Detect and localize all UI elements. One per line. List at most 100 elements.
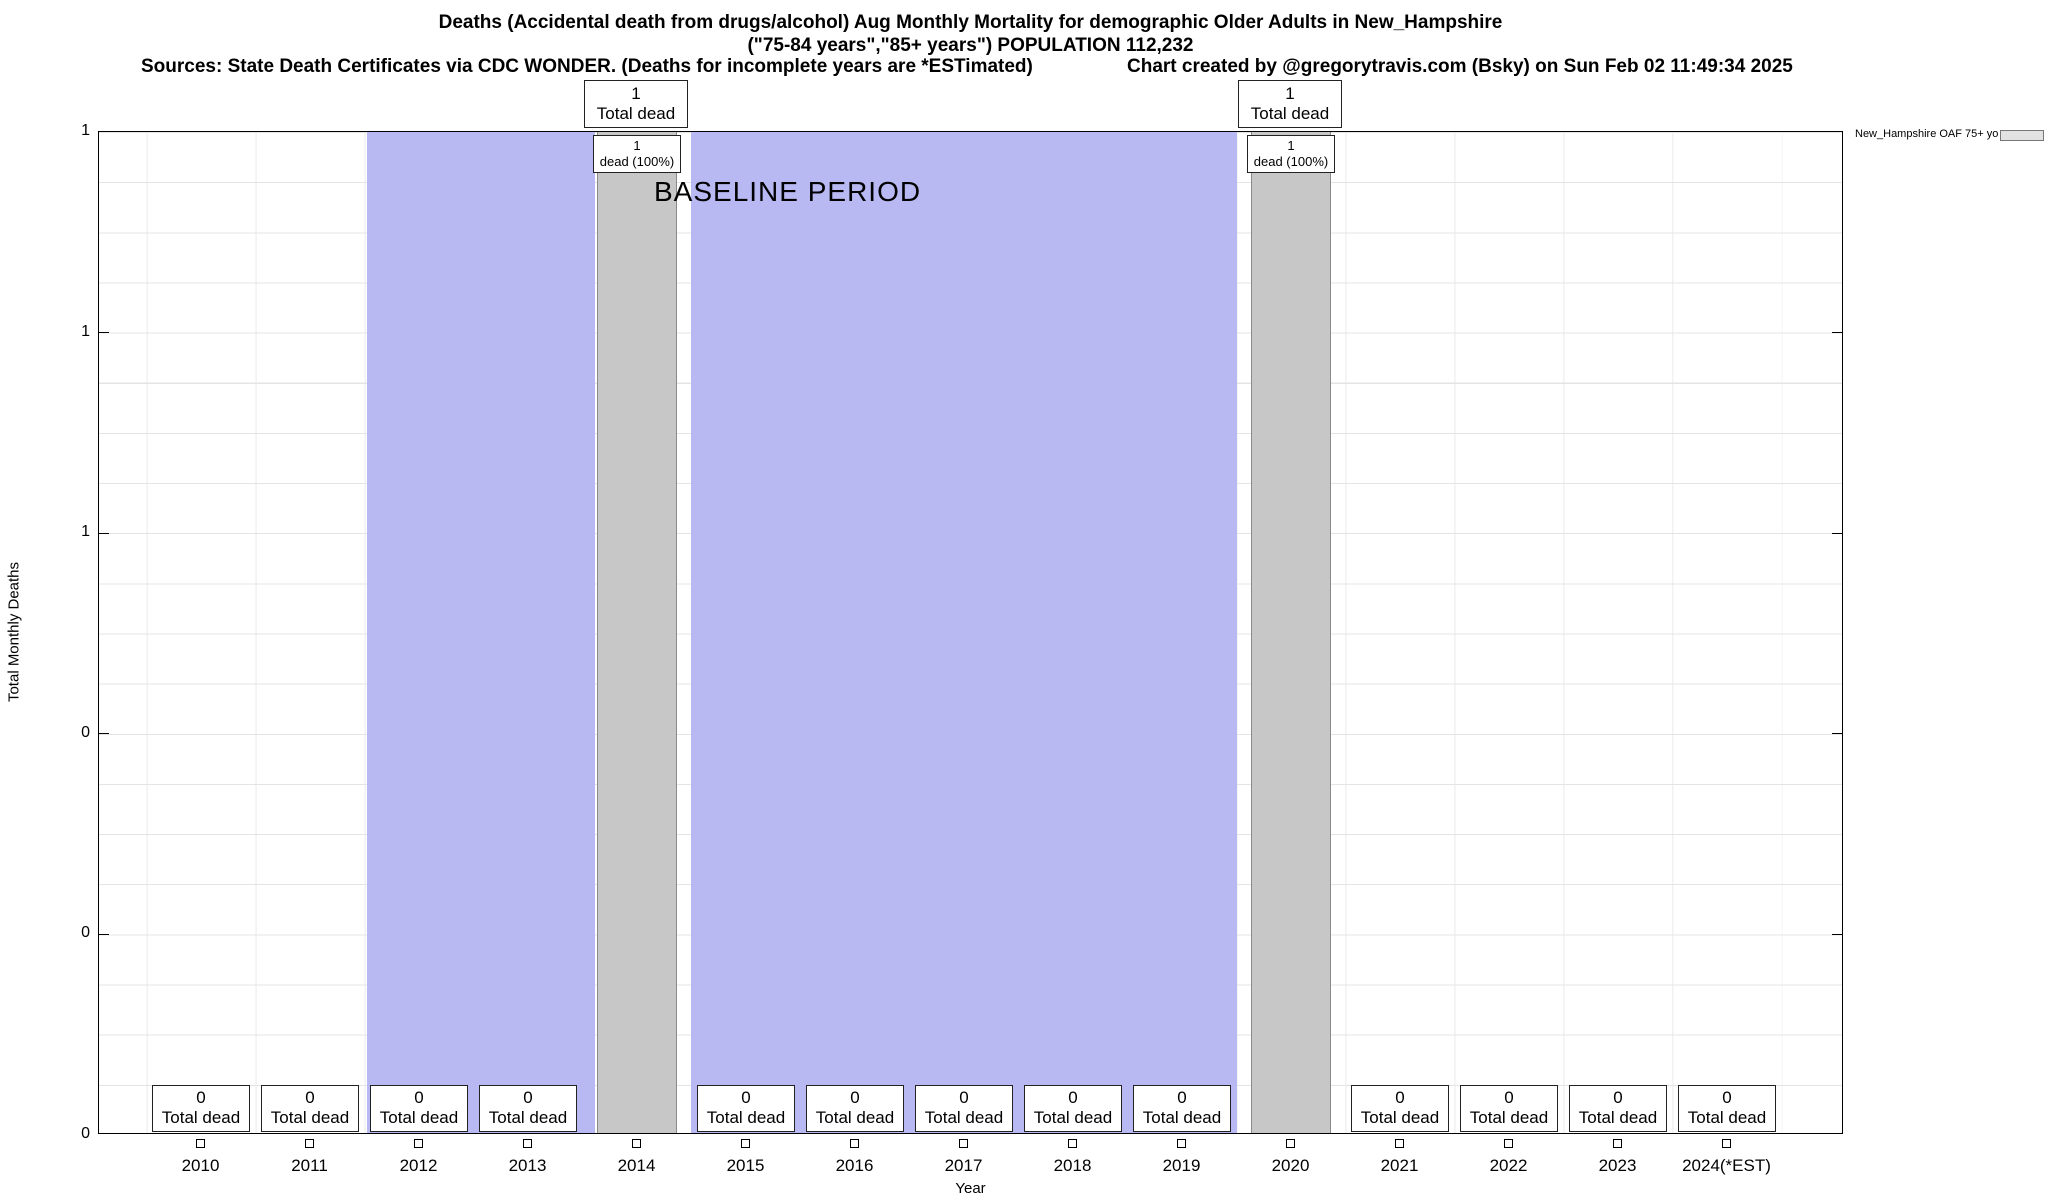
sources-note: Sources: State Death Certificates via CD… [141,56,1033,77]
x-axis-title: Year [955,1180,986,1197]
y-tick-mark [1832,733,1842,734]
total-dead-value: 0 [1177,1088,1187,1107]
total-dead-box-2013: 0 Total dead [479,1085,577,1132]
total-dead-value: 0 [305,1088,315,1107]
y-tick-label: 1 [81,523,90,540]
y-axis-title: Total Monthly Deaths [5,561,23,703]
total-dead-box-2021: 0 Total dead [1351,1085,1449,1132]
x-tick-label-2019: 2019 [1162,1156,1201,1175]
y-tick-label: 1 [81,323,90,340]
total-dead-value: 0 [1722,1088,1732,1107]
total-dead-caption: Total dead [488,1108,568,1127]
total-dead-box-2024: 0 Total dead [1678,1085,1776,1132]
total-dead-caption: Total dead [1142,1108,1222,1127]
bar-2020 [1251,132,1331,1133]
chart-title-line1: Deaths (Accidental death from drugs/alco… [438,12,1503,33]
total-dead-box-2011: 0 Total dead [261,1085,359,1132]
legend-label: New_Hampshire OAF 75+ yo [1855,128,1999,140]
x-tick-label-2012: 2012 [399,1156,438,1175]
total-dead-caption: Total dead [1250,104,1330,123]
y-tick-mark [1832,934,1842,935]
x-tick-label-2021: 2021 [1380,1156,1419,1175]
x-tick-label-2022: 2022 [1489,1156,1528,1175]
total-dead-caption: Total dead [1360,1108,1440,1127]
total-dead-caption: Total dead [379,1108,459,1127]
x-tick-label-2015: 2015 [726,1156,765,1175]
total-dead-caption: Total dead [1578,1108,1658,1127]
y-tick-label: 0 [81,724,90,741]
chart-title-line2: ("75-84 years","85+ years") POPULATION 1… [747,35,1194,56]
bar-2014 [597,132,677,1133]
x-tick-label-2018: 2018 [1053,1156,1092,1175]
x-tick-label-2016: 2016 [835,1156,874,1175]
total-dead-topbox-2014: 1 Total dead [584,80,688,128]
x-tick-label-2023: 2023 [1598,1156,1637,1175]
total-dead-value: 0 [414,1088,424,1107]
bar-dead-caption: dead (100%) [599,154,675,169]
total-dead-box-2016: 0 Total dead [806,1085,904,1132]
bar-dead-caption: dead (100%) [1253,154,1329,169]
baseline-period-label: BASELINE PERIOD [654,176,922,207]
total-dead-caption: Total dead [706,1108,786,1127]
zero-marker [850,1139,859,1148]
y-tick-mark [1832,332,1842,333]
zero-marker [1068,1139,1077,1148]
legend-swatch-icon [2000,130,2044,141]
total-dead-topbox-2020: 1 Total dead [1238,80,1342,128]
x-tick-label-2011: 2011 [291,1156,328,1175]
total-dead-caption: Total dead [815,1108,895,1127]
total-dead-caption: Total dead [1687,1108,1767,1127]
zero-marker [523,1139,532,1148]
y-tick-mark [99,733,109,734]
total-dead-value: 0 [1395,1088,1405,1107]
total-dead-value: 0 [1504,1088,1514,1107]
total-dead-box-2015: 0 Total dead [697,1085,795,1132]
y-tick-mark [99,332,109,333]
total-dead-box-2019: 0 Total dead [1133,1085,1231,1132]
total-dead-caption: Total dead [1033,1108,1113,1127]
y-tick-mark [99,533,109,534]
zero-marker [1613,1139,1622,1148]
y-tick-mark [1832,533,1842,534]
total-dead-box-2022: 0 Total dead [1460,1085,1558,1132]
x-tick-label-2010: 2010 [181,1156,220,1175]
x-tick-label-2014: 2014 [617,1156,656,1175]
bar-dead-count: 1 [633,138,641,153]
x-tick-label-2020: 2020 [1271,1156,1310,1175]
total-dead-box-2018: 0 Total dead [1024,1085,1122,1132]
zero-marker [305,1139,314,1148]
total-dead-box-2010: 0 Total dead [152,1085,250,1132]
y-tick-label: 0 [81,1125,90,1142]
x-tick-label-2024: 2024(*EST) [1682,1156,1771,1175]
zero-marker [959,1139,968,1148]
plot-area: 1 dead (100%) 1 dead (100%) BASELINE PER… [98,131,1843,1134]
total-dead-value: 0 [959,1088,969,1107]
baseline-region-left [367,132,595,1133]
y-tick-label: 1 [81,122,90,139]
total-dead-box-2023: 0 Total dead [1569,1085,1667,1132]
bar-inner-label-2014: 1 dead (100%) [593,135,681,173]
total-dead-box-2012: 0 Total dead [370,1085,468,1132]
x-tick-label-2013: 2013 [508,1156,547,1175]
total-dead-value: 0 [523,1088,533,1107]
bar-inner-label-2020: 1 dead (100%) [1247,135,1335,173]
total-dead-caption: Total dead [270,1108,350,1127]
total-dead-value: 0 [1613,1088,1623,1107]
zero-marker [1504,1139,1513,1148]
total-dead-value: 0 [850,1088,860,1107]
baseline-region-right [691,132,1237,1133]
bar-dead-count: 1 [1287,138,1295,153]
zero-marker [1395,1139,1404,1148]
total-dead-value: 1 [1285,84,1295,103]
zero-marker [414,1139,423,1148]
total-dead-box-2017: 0 Total dead [915,1085,1013,1132]
zero-marker [196,1139,205,1148]
y-tick-label: 0 [81,924,90,941]
zero-marker [741,1139,750,1148]
zero-marker [632,1139,641,1148]
total-dead-value: 0 [1068,1088,1078,1107]
total-dead-caption: Total dead [161,1108,241,1127]
zero-marker [1177,1139,1186,1148]
credit-note: Chart created by @gregorytravis.com (Bsk… [1127,56,1793,77]
total-dead-value: 1 [631,84,641,103]
